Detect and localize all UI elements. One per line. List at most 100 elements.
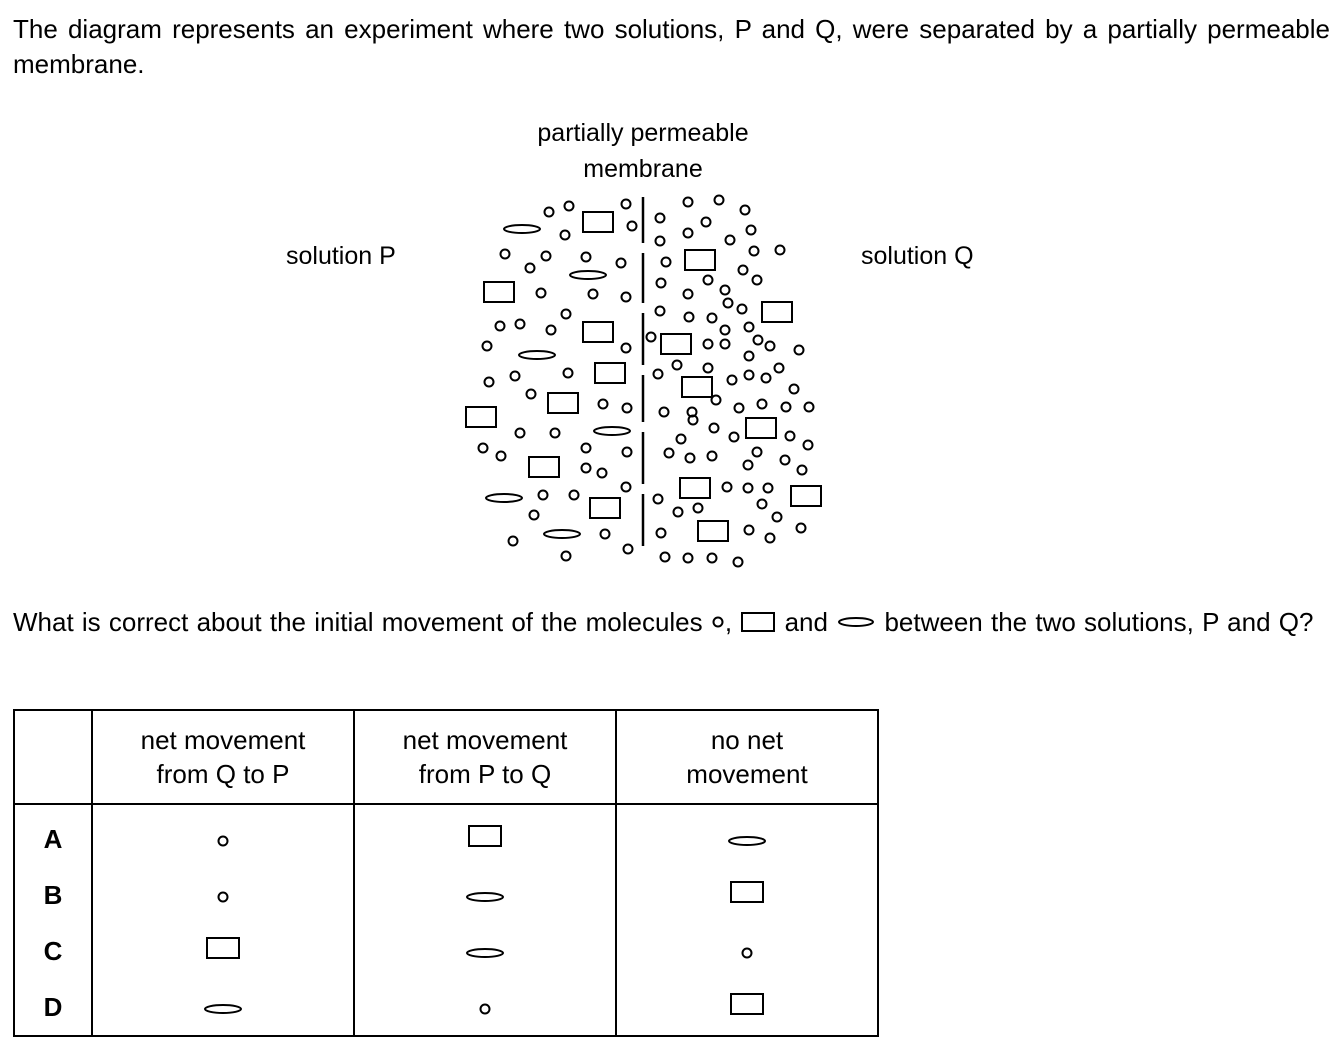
small-molecule xyxy=(537,489,549,501)
small-molecule xyxy=(507,535,519,547)
ellipse-molecule xyxy=(593,426,631,436)
rectangle-molecule xyxy=(547,392,579,414)
small-molecule xyxy=(671,359,683,371)
header-line: no net xyxy=(710,725,784,755)
small-molecule xyxy=(655,527,667,539)
ellipse-molecule xyxy=(569,270,607,280)
small-molecule xyxy=(751,446,763,458)
table-cell xyxy=(353,979,617,1037)
table-cell xyxy=(615,867,879,923)
small-molecule xyxy=(788,383,800,395)
small-molecule xyxy=(481,340,493,352)
ellipse-icon xyxy=(728,835,766,846)
table-row: B xyxy=(13,867,879,923)
table-cell xyxy=(353,923,617,979)
small-molecule xyxy=(559,229,571,241)
small-molecule xyxy=(760,372,772,384)
small-molecule xyxy=(748,245,760,257)
ellipse-molecule xyxy=(543,529,581,539)
small-molecule xyxy=(719,324,731,336)
small-molecule xyxy=(580,462,592,474)
small-molecule xyxy=(737,264,749,276)
small-molecule xyxy=(626,220,638,232)
small-molecule xyxy=(784,430,796,442)
table-header-row: net movement from Q to P net movement from… xyxy=(13,709,879,805)
table-cell xyxy=(353,867,617,923)
small-molecule xyxy=(719,284,731,296)
table-row: A xyxy=(13,803,879,867)
small-molecule xyxy=(528,509,540,521)
small-molecule xyxy=(499,248,511,260)
small-molecule xyxy=(742,459,754,471)
ellipse-molecule xyxy=(518,350,556,360)
small-molecule xyxy=(780,401,792,413)
solution-q-label: solution Q xyxy=(861,242,974,270)
small-molecule xyxy=(615,257,627,269)
small-molecule xyxy=(652,493,664,505)
small-molecule xyxy=(743,524,755,536)
small-molecule xyxy=(682,196,694,208)
ellipse-icon xyxy=(204,1003,242,1014)
small-molecule xyxy=(684,452,696,464)
ellipse-molecule xyxy=(503,224,541,234)
small-molecule xyxy=(706,450,718,462)
option-letter: A xyxy=(13,803,93,867)
small-molecule xyxy=(477,442,489,454)
table-cell xyxy=(615,979,879,1037)
small-molecule xyxy=(620,291,632,303)
table-cell xyxy=(91,979,355,1037)
small-molecule xyxy=(803,401,815,413)
small-molecule xyxy=(620,342,632,354)
table-cell xyxy=(615,803,879,867)
membrane-label: partially permeable membrane xyxy=(493,115,793,187)
small-molecule xyxy=(655,277,667,289)
small-molecule xyxy=(514,427,526,439)
small-molecule xyxy=(702,338,714,350)
small-molecule xyxy=(793,344,805,356)
rectangle-molecule xyxy=(660,333,692,355)
small-molecule xyxy=(708,422,720,434)
small-molecule xyxy=(599,528,611,540)
small-molecule xyxy=(545,324,557,336)
circle-icon xyxy=(741,947,753,958)
header-line: from P to Q xyxy=(418,759,552,789)
rectangle-molecule xyxy=(681,376,713,398)
small-molecule xyxy=(774,244,786,256)
small-molecule xyxy=(706,312,718,324)
small-molecule xyxy=(562,367,574,379)
small-molecule xyxy=(597,398,609,410)
rectangle-molecule xyxy=(679,477,711,499)
membrane-label-line1: partially permeable xyxy=(537,119,749,147)
small-molecule xyxy=(682,288,694,300)
small-molecule xyxy=(751,274,763,286)
small-molecule xyxy=(764,532,776,544)
option-letter: C xyxy=(13,923,93,979)
small-molecule xyxy=(549,427,561,439)
circle-icon xyxy=(712,616,724,628)
small-molecule xyxy=(682,552,694,564)
rectangle-molecule xyxy=(582,211,614,233)
rectangle-icon xyxy=(741,612,776,633)
small-molecule xyxy=(742,482,754,494)
table-cell xyxy=(353,803,617,867)
small-molecule xyxy=(773,362,785,374)
small-molecule xyxy=(702,274,714,286)
header-cell-p-to-q: net movement from P to Q xyxy=(353,709,617,805)
header-line: net movement xyxy=(402,725,568,755)
small-molecule xyxy=(509,370,521,382)
small-molecule xyxy=(764,340,776,352)
small-molecule xyxy=(726,374,738,386)
small-molecule xyxy=(654,212,666,224)
header-line: net movement xyxy=(140,725,306,755)
rectangle-molecule xyxy=(761,301,793,323)
small-molecule xyxy=(722,297,734,309)
circle-icon xyxy=(479,1003,491,1014)
header-cell-q-to-p: net movement from Q to P xyxy=(91,709,355,805)
rectangle-molecule xyxy=(684,249,716,271)
molecules-group xyxy=(465,194,822,568)
intro-text: The diagram represents an experiment whe… xyxy=(13,14,1330,79)
small-molecule xyxy=(771,511,783,523)
circle-icon xyxy=(217,891,229,902)
small-molecule xyxy=(580,251,592,263)
small-molecule xyxy=(687,414,699,426)
